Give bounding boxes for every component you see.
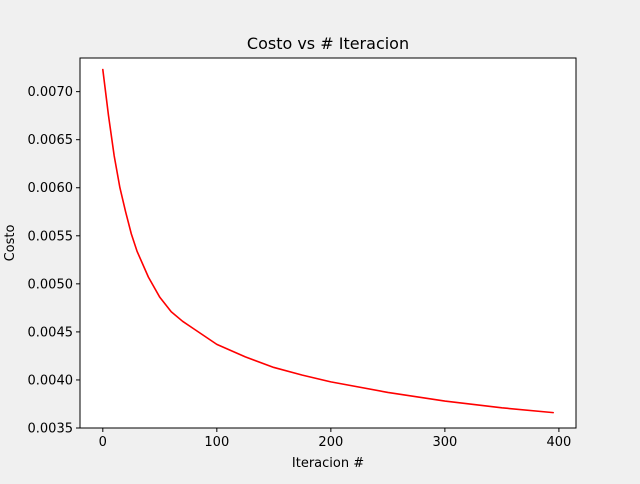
chart-title: Costo vs # Iteracion [247, 34, 409, 53]
ticks-layer: 0 100 200 300 400 0.0035 0.0040 0.0045 0.0050 0.0… [28, 85, 572, 450]
y-tick-label: 0.0060 [28, 181, 74, 196]
y-tick-label: 0.0050 [28, 277, 74, 292]
series-line-0 [102, 68, 555, 414]
plot-frame [79, 57, 577, 429]
y-axis-label: Costo [3, 225, 18, 262]
x-tick-label: 200 [318, 435, 343, 450]
y-tick-label: 0.0040 [28, 373, 74, 388]
x-tick-label: 300 [432, 435, 457, 450]
x-tick-label: 0 [99, 435, 107, 450]
x-tick-label: 400 [546, 435, 571, 450]
y-tick-label: 0.0055 [28, 229, 74, 244]
series-layer [102, 68, 555, 414]
y-tick-label: 0.0065 [28, 133, 74, 148]
y-tick-label: 0.0070 [28, 85, 74, 100]
y-tick-label: 0.0035 [28, 422, 74, 437]
x-axis-label: Iteracion # [292, 456, 364, 471]
x-tick-label: 100 [204, 435, 229, 450]
y-tick-label: 0.0045 [28, 325, 74, 340]
plot-area [80, 58, 576, 428]
